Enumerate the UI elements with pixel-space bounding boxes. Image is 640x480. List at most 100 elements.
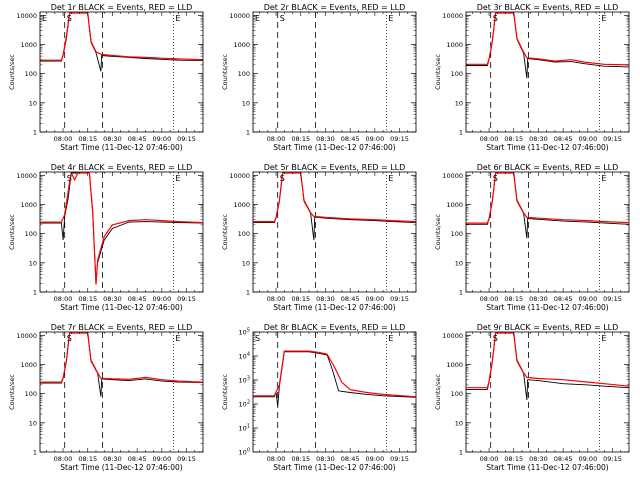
series-lld <box>466 172 629 224</box>
y-tick-label: 1000 <box>446 361 463 369</box>
event-marker-label: E <box>601 334 606 343</box>
y-tick-label: 101 <box>239 424 250 433</box>
detector-panel-det3: 1 10 100 1000 10000 08:00 08:15 08:30 08:45 09:00… <box>434 3 630 152</box>
x-tick-label: 08:30 <box>529 135 548 143</box>
y-axis-label: Counts/sec <box>221 54 229 90</box>
x-tick-label: 08:45 <box>341 455 360 463</box>
series-lld <box>466 12 629 66</box>
y-axis-label: Counts/sec <box>8 374 16 410</box>
x-tick-label: 08:15 <box>504 455 523 463</box>
x-tick-label: 08:15 <box>291 295 310 303</box>
y-tick-label: 1000 <box>20 41 37 49</box>
x-tick-label: 08:45 <box>128 455 147 463</box>
x-tick-label: 08:45 <box>554 135 573 143</box>
y-tick-label: 1000 <box>446 201 463 209</box>
series-lld <box>253 172 416 223</box>
x-tick-label: 08:45 <box>128 295 147 303</box>
x-tick-label: 08:00 <box>480 135 499 143</box>
y-tick-label: 100 <box>238 70 250 78</box>
y-tick-label: 10000 <box>16 332 37 340</box>
y-tick-label: 1 <box>246 289 250 297</box>
y-tick-label: 100 <box>239 448 250 457</box>
series-group <box>466 172 629 239</box>
y-tick-label: 1 <box>459 449 463 457</box>
event-marker-label: E <box>388 174 393 183</box>
detector-panel-det5: 1 10 100 1000 10000 08:00 08:15 08:30 08:45 09:00… <box>221 163 417 312</box>
x-tick-label: 08:00 <box>54 455 73 463</box>
y-tick-label: 10 <box>242 99 250 107</box>
detector-panel-det9: 1 10 100 1000 10000 08:00 08:15 08:30 08:45 09:00… <box>434 323 630 472</box>
y-axis-label: Counts/sec <box>8 54 16 90</box>
x-tick-label: 09:00 <box>578 295 597 303</box>
y-axis-label: Counts/sec <box>221 214 229 250</box>
x-axis-label: Start Time (11-Dec-12 07:46:00) <box>486 303 608 312</box>
event-marker-label: E <box>175 334 180 343</box>
x-tick-label: 08:15 <box>504 295 523 303</box>
event-marker-label: E <box>175 14 180 23</box>
y-tick-label: 103 <box>239 376 250 385</box>
x-tick-label: 09:00 <box>152 455 171 463</box>
y-tick-label: 100 <box>451 390 463 398</box>
x-tick-label: 09:00 <box>578 455 597 463</box>
series-group <box>466 12 629 79</box>
x-tick-label: 08:45 <box>554 455 573 463</box>
y-tick-label: 10000 <box>16 12 37 20</box>
detector-panel-det6: 1 10 100 1000 10000 08:00 08:15 08:30 08:45 09:00… <box>434 163 630 312</box>
y-tick-label: 100 <box>451 70 463 78</box>
x-tick-label: 08:45 <box>128 135 147 143</box>
x-tick-label: 09:15 <box>390 455 409 463</box>
detector-panel-det8: 100 101 102 103 104 105 08:00 08:15 08:30 08:45 09… <box>221 323 417 472</box>
x-tick-label: 09:15 <box>177 295 196 303</box>
y-tick-label: 1000 <box>233 41 250 49</box>
panel-title: Det 2r BLACK = Events, RED = LLD <box>264 3 406 12</box>
x-tick-label: 08:15 <box>78 455 97 463</box>
y-tick-label: 10 <box>455 419 463 427</box>
series-lld <box>466 332 629 389</box>
y-tick-label: 100 <box>25 230 37 238</box>
y-tick-label: 1000 <box>20 361 37 369</box>
series-group <box>253 172 416 241</box>
y-tick-label: 104 <box>239 352 250 361</box>
event-marker-label: S <box>255 334 260 343</box>
x-tick-label: 08:00 <box>54 135 73 143</box>
panel-title: Det 1r BLACK = Events, RED = LLD <box>51 3 193 12</box>
x-tick-label: 08:15 <box>78 135 97 143</box>
event-marker-label: E <box>388 334 393 343</box>
y-tick-label: 10 <box>455 259 463 267</box>
event-marker-label: S <box>67 14 72 23</box>
y-tick-label: 102 <box>239 400 250 409</box>
x-tick-label: 09:00 <box>578 135 597 143</box>
x-axis-label: Start Time (11-Dec-12 07:46:00) <box>60 143 182 152</box>
panel-title: Det 5r BLACK = Events, RED = LLD <box>264 163 406 172</box>
y-axis-label: Counts/sec <box>434 214 442 250</box>
x-tick-label: 09:15 <box>390 295 409 303</box>
x-tick-label: 08:30 <box>103 135 122 143</box>
event-marker-label: S <box>280 14 285 23</box>
x-axis-label: Start Time (11-Dec-12 07:46:00) <box>60 463 182 472</box>
y-tick-label: 10000 <box>16 172 37 180</box>
y-tick-label: 100 <box>25 70 37 78</box>
series-group <box>253 350 416 407</box>
x-tick-label: 09:15 <box>177 135 196 143</box>
y-axis-label: Counts/sec <box>221 374 229 410</box>
detector-panel-det2: 1 10 100 1000 10000 08:00 08:15 08:30 08:45 09:00… <box>221 3 417 152</box>
x-tick-label: 08:30 <box>316 455 335 463</box>
series-lld <box>40 172 203 285</box>
event-marker-label: E <box>388 14 393 23</box>
y-tick-label: 1000 <box>20 201 37 209</box>
series-group <box>40 12 203 72</box>
y-tick-label: 10000 <box>442 12 463 20</box>
panel-title: Det 6r BLACK = Events, RED = LLD <box>477 163 619 172</box>
x-tick-label: 08:30 <box>316 135 335 143</box>
x-tick-label: 08:15 <box>291 455 310 463</box>
event-marker-label: E <box>42 14 47 23</box>
detector-panel-det7: 1 10 100 1000 10000 08:00 08:15 08:30 08:45 09:00… <box>8 323 204 472</box>
panel-title: Det 7r BLACK = Events, RED = LLD <box>51 323 193 332</box>
x-tick-label: 08:00 <box>480 295 499 303</box>
panel-title: Det 9r BLACK = Events, RED = LLD <box>477 323 619 332</box>
detector-panel-det1: 1 10 100 1000 10000 08:00 08:15 08:30 08:45 09:00… <box>8 3 204 152</box>
y-tick-label: 10000 <box>229 172 250 180</box>
panel-title: Det 3r BLACK = Events, RED = LLD <box>477 3 619 12</box>
y-tick-label: 10 <box>29 99 37 107</box>
y-tick-label: 100 <box>451 230 463 238</box>
